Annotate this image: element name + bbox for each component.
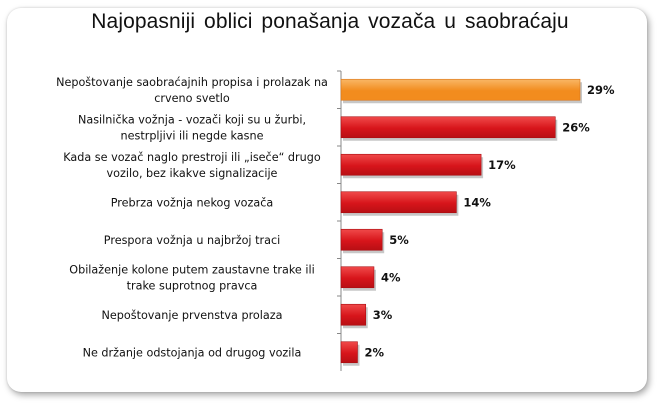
bar-3 — [340, 153, 482, 176]
category-label-line: crveno svetlo — [154, 92, 230, 105]
value-label-3: 17% — [488, 158, 516, 172]
bar-8 — [340, 341, 358, 364]
value-label-2: 26% — [562, 120, 590, 134]
chart-title: Najopasniji oblici ponašanja vozača u sa… — [91, 10, 569, 33]
category-label-line: Nasilnička vožnja - vozači koji su u žur… — [78, 113, 306, 126]
category-label-line: Obilaženje kolone putem zaustavne trake … — [69, 263, 314, 276]
category-label-line: Prespora vožnja u najbržoj traci — [104, 234, 280, 247]
category-label-line: nestrpljivi ili negde kasne — [121, 129, 264, 142]
category-label-line: Kada se vozač naglo prestroji ili „iseče… — [63, 151, 321, 164]
category-label-line: Prebrza vožnja nekog vozača — [111, 196, 273, 209]
category-label-line: Nepoštovanje prvenstva prolaza — [102, 309, 283, 322]
category-label-6: Obilaženje kolone putem zaustavne trake … — [69, 263, 314, 292]
bar-5 — [340, 228, 383, 251]
bar-2 — [340, 116, 556, 139]
category-label-line: trake suprotnog pravca — [127, 279, 258, 292]
value-label-5: 5% — [389, 233, 409, 247]
value-label-4: 14% — [463, 195, 491, 209]
value-label-1: 29% — [587, 83, 615, 97]
category-label-2: Nasilnička vožnja - vozači koji su u žur… — [78, 113, 306, 142]
bar-4 — [340, 191, 457, 214]
category-label-1: Nepoštovanje saobraćajnih propisa i prol… — [56, 76, 328, 105]
bar-1 — [340, 78, 581, 101]
bar-6 — [340, 266, 375, 289]
value-label-8: 2% — [364, 345, 384, 359]
bar-7 — [340, 303, 367, 326]
value-label-6: 4% — [381, 270, 401, 284]
value-label-7: 3% — [373, 308, 393, 322]
category-label-3: Kada se vozač naglo prestroji ili „iseče… — [63, 151, 321, 180]
category-label-line: Ne držanje odstojanja od drugog vozila — [83, 346, 302, 359]
category-label-line: Nepoštovanje saobraćajnih propisa i prol… — [56, 76, 328, 89]
category-label-4: Prebrza vožnja nekog vozača — [111, 196, 273, 209]
category-label-5: Prespora vožnja u najbržoj traci — [104, 234, 280, 247]
chart-card — [7, 8, 647, 392]
category-label-line: vozilo, bez ikakve signalizacije — [107, 167, 278, 180]
category-label-7: Nepoštovanje prvenstva prolaza — [102, 309, 283, 322]
category-label-8: Ne držanje odstojanja od drugog vozila — [83, 346, 302, 359]
